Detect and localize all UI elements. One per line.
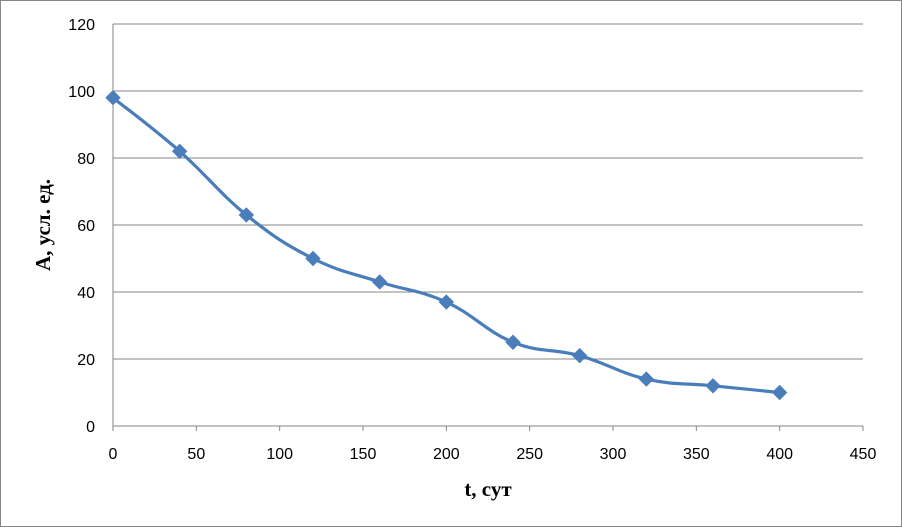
y-tick-label: 100 <box>68 84 95 101</box>
data-point-marker <box>371 274 388 290</box>
data-point-marker <box>571 347 588 364</box>
x-tick-label: 300 <box>600 446 627 463</box>
data-point-marker <box>771 384 788 401</box>
data-point-marker <box>438 294 455 310</box>
x-tick-label: 150 <box>350 446 377 463</box>
y-tick-label: 80 <box>77 151 95 168</box>
axes <box>112 24 864 431</box>
data-point-marker <box>505 334 521 350</box>
y-tick-label: 20 <box>77 352 95 369</box>
y-tick-label: 0 <box>86 419 95 436</box>
gridlines <box>113 23 863 360</box>
y-tick-label: 60 <box>77 218 95 235</box>
x-tick-label: 0 <box>109 446 118 463</box>
y-tick-label: 40 <box>77 285 95 302</box>
series-line <box>111 96 780 395</box>
x-tick-label: 200 <box>433 446 460 463</box>
x-tick-label: 250 <box>516 446 543 463</box>
x-tick-label: 350 <box>683 446 710 463</box>
y-tick-labels: 0 20 40 60 80 100 120 <box>68 17 95 436</box>
x-axis-title: t, сут <box>464 477 512 501</box>
y-axis-title: A, усл. ед. <box>31 179 55 271</box>
x-tick-label: 100 <box>266 446 293 463</box>
data-point-marker <box>238 207 255 223</box>
data-point-marker <box>705 378 721 394</box>
y-tick-label: 120 <box>68 17 95 34</box>
x-tick-label: 450 <box>850 446 877 463</box>
x-tick-label: 50 <box>187 446 205 463</box>
data-point-marker <box>638 371 655 387</box>
data-point-marker <box>105 89 121 106</box>
plot-series <box>105 89 788 401</box>
x-tick-label: 400 <box>766 446 793 463</box>
data-point-marker <box>171 143 188 160</box>
data-point-marker <box>305 250 321 267</box>
x-tick-labels: 0 50 100 150 200 250 300 350 400 450 <box>109 446 877 463</box>
